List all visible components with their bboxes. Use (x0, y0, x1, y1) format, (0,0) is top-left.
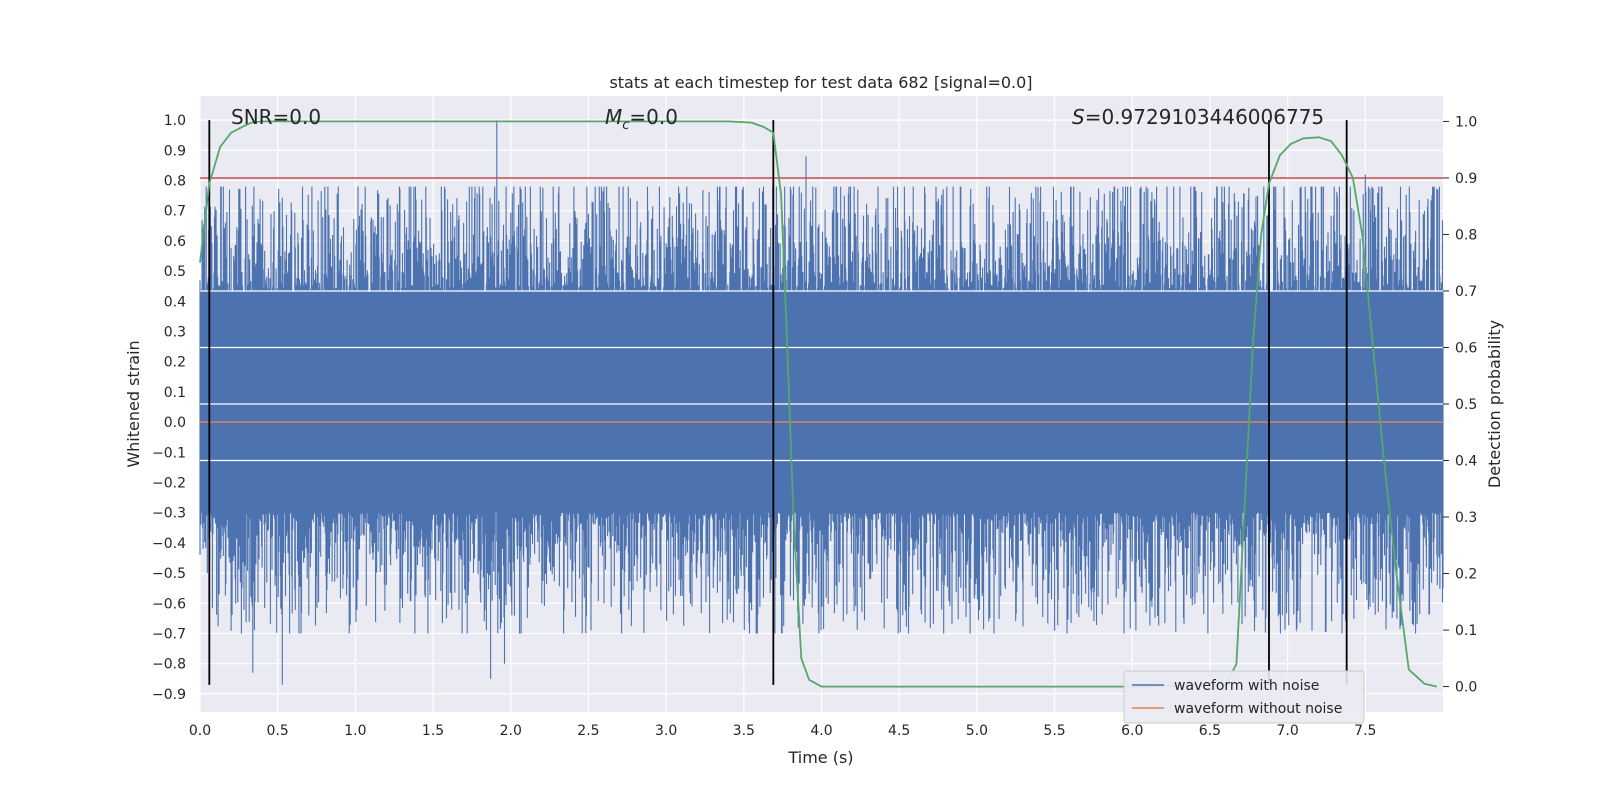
legend-label-waveform-with-noise: waveform with noise (1174, 678, 1319, 694)
y2-axis-ticks: 1.0 0.9 0.8 0.7 0.6 0.5 0.4 0.3 0.2 0.1 0.0 (1443, 114, 1477, 696)
x-tick-label: 7.0 (1276, 723, 1298, 739)
x-tick-label: 7.5 (1354, 723, 1376, 739)
y-tick-label: 1.0 (164, 113, 186, 129)
y2-tick-label: 0.1 (1455, 623, 1477, 639)
legend-box (1123, 670, 1365, 724)
x-tick-label: 6.5 (1199, 723, 1221, 739)
x-tick-label: 6.0 (1121, 723, 1143, 739)
y-tick-label: 0.8 (164, 174, 186, 190)
y-tick-label: 0.0 (164, 415, 186, 431)
y2-tick-label: 0.0 (1455, 680, 1477, 696)
x-tick-label: 0.0 (189, 723, 211, 739)
snr-annotation: SNR=0.0 (231, 105, 321, 129)
mc-value: =0.0 (629, 105, 678, 129)
y2-tick-label: 0.3 (1455, 510, 1477, 526)
legend: waveform with noise waveform without noi… (1123, 670, 1365, 724)
x-tick-label: 4.5 (888, 723, 910, 739)
waveform-with-noise-series (199, 120, 1444, 685)
y-tick-label: −0.6 (152, 596, 186, 612)
x-tick-label: 3.5 (733, 723, 755, 739)
y-axis-ticks: 1.0 0.9 0.8 0.7 0.6 0.5 0.4 0.3 0.2 0.1 0.0 −0.1 −0.… (152, 113, 186, 703)
x-tick-label: 2.0 (500, 723, 522, 739)
x-axis-title: Time (s) (787, 748, 853, 767)
y-tick-label: −0.5 (152, 566, 186, 582)
chart-title: stats at each timestep for test data 682… (609, 73, 1032, 92)
y2-axis-title: Detection probability (1485, 320, 1504, 488)
y-tick-label: 0.1 (164, 385, 186, 401)
y-tick-label: 0.9 (164, 143, 186, 159)
y2-tick-label: 0.2 (1455, 567, 1477, 583)
y2-tick-label: 0.7 (1455, 284, 1477, 300)
s-symbol: S (1072, 105, 1085, 129)
y2-tick-label: 0.4 (1455, 454, 1477, 470)
mc-symbol: M (605, 105, 622, 129)
mc-annotation: Mc=0.0 (605, 105, 678, 133)
y-tick-label: −0.1 (152, 445, 186, 461)
y-tick-label: 0.7 (164, 204, 186, 220)
x-tick-label: 1.5 (422, 723, 444, 739)
y2-tick-label: 0.6 (1455, 340, 1477, 356)
s-value: =0.9729103446006775 (1085, 105, 1324, 129)
y2-tick-label: 0.9 (1455, 171, 1477, 187)
y2-tick-label: 0.8 (1455, 227, 1477, 243)
y2-tick-label: 0.5 (1455, 397, 1477, 413)
x-tick-label: 3.0 (655, 723, 677, 739)
y-tick-label: −0.4 (152, 536, 186, 552)
legend-label-waveform-without-noise: waveform without noise (1174, 701, 1342, 717)
y-tick-label: 0.5 (164, 264, 186, 280)
y2-tick-label: 1.0 (1455, 114, 1477, 130)
y-tick-label: 0.3 (164, 325, 186, 341)
x-tick-label: 5.0 (966, 723, 988, 739)
y-tick-label: −0.2 (152, 476, 186, 492)
y-tick-label: −0.3 (152, 506, 186, 522)
detection-probability-line (199, 120, 1438, 688)
x-tick-label: 1.0 (344, 723, 366, 739)
x-axis-ticks: 0.0 0.5 1.0 1.5 2.0 2.5 3.0 3.5 4.0 4.5 5.0 5.5 6.0 6… (189, 723, 1377, 739)
overlay (199, 120, 1443, 688)
x-tick-label: 0.5 (267, 723, 289, 739)
x-tick-label: 4.0 (810, 723, 832, 739)
y-tick-label: −0.7 (152, 626, 186, 642)
y-tick-label: 0.4 (164, 294, 186, 310)
y-tick-label: −0.9 (152, 687, 186, 703)
mc-subscript: c (622, 118, 629, 133)
x-tick-label: 2.5 (577, 723, 599, 739)
y-tick-label: −0.8 (152, 657, 186, 673)
s-annotation: S=0.9729103446006775 (1072, 105, 1324, 129)
y-tick-label: 0.2 (164, 355, 186, 371)
x-tick-label: 5.5 (1043, 723, 1065, 739)
y-tick-label: 0.6 (164, 234, 186, 250)
y-axis-title: Whitened strain (124, 340, 143, 467)
